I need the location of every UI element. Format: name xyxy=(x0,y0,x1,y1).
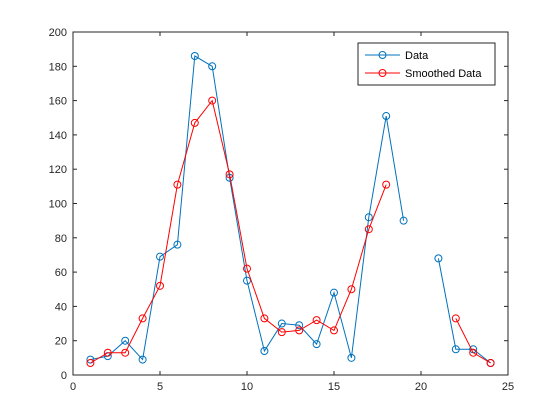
series-1-point xyxy=(138,355,147,364)
y-tick-label: 160 xyxy=(49,96,67,108)
series-2-point xyxy=(277,328,286,337)
series-2-point xyxy=(295,326,304,335)
x-tick-label: 5 xyxy=(157,381,163,393)
series-1-point xyxy=(347,353,356,362)
x-tick-label: 20 xyxy=(415,381,427,393)
y-tick-label: 180 xyxy=(49,61,67,73)
series-1-point xyxy=(451,345,460,354)
legend: Data Smoothed Data xyxy=(357,42,496,86)
series-1-point xyxy=(330,288,338,297)
series-1-point xyxy=(312,340,321,349)
y-tick-label: 120 xyxy=(49,164,67,176)
series-2-point xyxy=(364,225,373,234)
y-tick-label: 20 xyxy=(55,336,67,348)
series-2-point xyxy=(103,348,112,357)
axes-layer: 0 5 10 15 20 25 0 20 40 60 80 100 120 140 160 180 200 xyxy=(49,27,514,393)
series-1-point xyxy=(173,240,182,249)
series-1-point xyxy=(86,355,95,364)
series-1-point xyxy=(399,216,408,225)
series-1-line xyxy=(90,55,405,361)
series-2-point xyxy=(173,180,182,189)
series-2-point xyxy=(138,314,147,323)
series-1-point xyxy=(156,252,164,261)
series-2-point xyxy=(156,281,164,290)
legend-marker xyxy=(378,51,387,59)
series-1-point xyxy=(382,112,391,121)
x-tick-label: 10 xyxy=(241,381,253,393)
series-2-point xyxy=(469,348,478,357)
legend-marker xyxy=(378,69,387,77)
series-2-point xyxy=(208,96,217,105)
series-1-point xyxy=(295,321,304,330)
series-2-point xyxy=(243,264,251,273)
series-1-line xyxy=(437,258,491,364)
series-2-point xyxy=(190,118,199,127)
y-tick-label: 60 xyxy=(55,267,67,279)
series-2 xyxy=(86,96,495,367)
series-2-point xyxy=(86,358,95,367)
y-tick-label: 200 xyxy=(49,27,67,39)
series-2-line xyxy=(455,318,491,364)
series-1-point xyxy=(121,336,130,345)
series-2-point xyxy=(225,170,234,179)
series-2-point xyxy=(486,358,495,367)
series-layer xyxy=(86,52,495,367)
y-tick-label: 100 xyxy=(49,199,67,211)
y-tick-label: 140 xyxy=(49,130,67,142)
series-1-point xyxy=(190,52,199,61)
series-1-point xyxy=(243,276,251,285)
x-tick-label: 15 xyxy=(328,381,340,393)
series-2-point xyxy=(347,285,356,294)
series-2-point xyxy=(312,316,321,325)
x-tick-label: 25 xyxy=(502,381,514,393)
series-1-point xyxy=(260,346,269,355)
y-tick-label: 0 xyxy=(61,370,67,382)
series-2-point xyxy=(382,180,391,189)
series-2-point xyxy=(451,314,460,323)
series-2-line xyxy=(90,99,387,364)
series-1-point xyxy=(434,254,443,263)
series-1-point xyxy=(277,319,286,328)
y-tick-label: 40 xyxy=(55,301,67,313)
series-2-point xyxy=(260,314,269,323)
series-2-point xyxy=(330,326,338,335)
series-1-point xyxy=(364,213,373,222)
legend-box xyxy=(357,42,496,86)
legend-label: Data xyxy=(405,50,429,62)
series-2-point xyxy=(121,348,130,357)
plot-area xyxy=(73,32,508,375)
series-1 xyxy=(86,52,495,367)
legend-label: Smoothed Data xyxy=(405,68,482,80)
x-tick-label: 0 xyxy=(70,381,76,393)
series-1-point xyxy=(208,62,217,71)
y-tick-label: 80 xyxy=(55,233,67,245)
